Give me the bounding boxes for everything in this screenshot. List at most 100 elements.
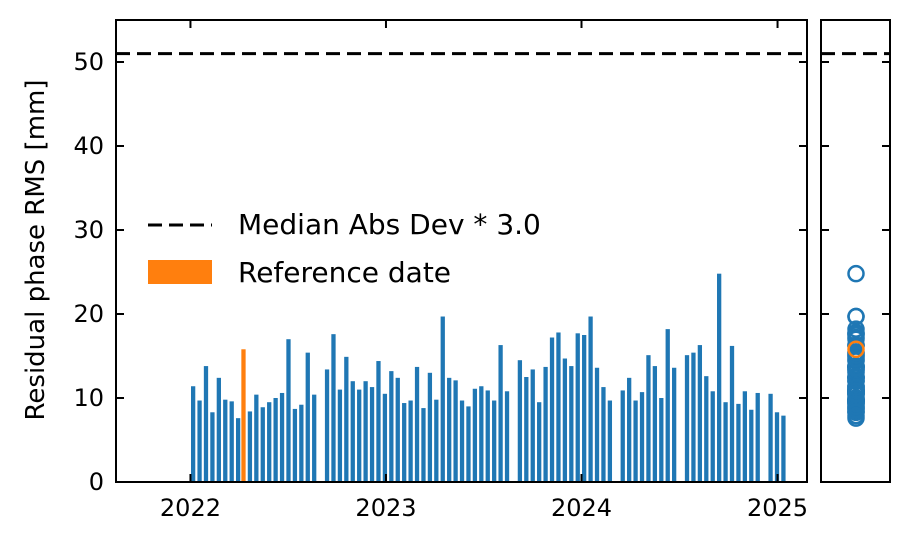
bar	[774, 412, 780, 482]
bar	[247, 411, 253, 482]
bar	[466, 406, 471, 482]
bar	[575, 333, 580, 482]
bar	[427, 372, 433, 482]
distribution-point	[847, 307, 865, 326]
bar	[216, 377, 221, 482]
bar	[286, 339, 291, 482]
bar	[594, 367, 600, 482]
bar	[254, 394, 259, 482]
bar	[749, 409, 754, 482]
bar	[402, 403, 407, 482]
bar	[524, 377, 529, 482]
bar	[337, 389, 343, 482]
bar	[382, 393, 388, 482]
bar	[659, 398, 664, 482]
bar	[357, 389, 362, 482]
distribution-panel	[820, 19, 891, 483]
bar	[363, 381, 368, 482]
main-axes: 0 10 20 30 40 50 2022 2023 2024 2025	[73, 19, 808, 522]
bar	[305, 352, 310, 482]
bar	[768, 393, 773, 482]
bar	[331, 334, 336, 482]
bar	[459, 400, 465, 482]
bar	[588, 316, 593, 482]
bar	[652, 366, 658, 482]
bar	[203, 366, 209, 482]
bar	[639, 392, 645, 482]
bar	[260, 407, 265, 482]
bar	[742, 391, 748, 482]
legend-label-threshold: Median Abs Dev * 3.0	[238, 208, 541, 241]
reference-bar	[241, 349, 246, 482]
bar	[485, 390, 490, 482]
bar	[210, 412, 215, 482]
bar	[517, 360, 523, 482]
bar	[440, 316, 445, 482]
legend-reference-swatch	[148, 260, 212, 284]
bar	[562, 358, 568, 482]
bar	[453, 380, 458, 482]
bar	[492, 400, 497, 482]
bar	[736, 403, 741, 482]
bar	[723, 402, 728, 482]
bar	[729, 345, 735, 482]
bar	[223, 399, 228, 482]
bar	[229, 401, 234, 482]
bar	[350, 381, 355, 482]
distribution-point	[847, 406, 865, 425]
bar	[607, 400, 613, 482]
y-tick-label: 30	[73, 216, 104, 244]
bar	[556, 332, 561, 482]
bar	[620, 390, 625, 482]
x-tick-label: 2022	[160, 494, 221, 522]
bar	[549, 337, 555, 482]
bar	[369, 387, 375, 482]
distribution-frame	[820, 19, 891, 483]
bar	[504, 391, 510, 482]
bar	[646, 355, 651, 482]
bar	[755, 392, 760, 482]
distribution-point	[847, 264, 865, 283]
bar	[691, 352, 696, 482]
bar	[376, 361, 381, 482]
x-tick-label: 2024	[551, 494, 612, 522]
bar	[279, 392, 285, 482]
bar	[292, 408, 298, 482]
y-tick-label: 20	[73, 300, 104, 328]
bar	[697, 345, 703, 482]
bar	[537, 402, 542, 482]
bar	[324, 369, 330, 482]
bar	[235, 418, 241, 482]
bar	[498, 345, 503, 482]
bar	[633, 400, 638, 482]
bar	[717, 273, 722, 482]
y-tick-label: 40	[73, 132, 104, 160]
bar	[479, 386, 484, 482]
distribution-point	[847, 395, 865, 413]
distribution-point	[847, 385, 865, 403]
bar	[434, 399, 439, 482]
bar	[627, 377, 632, 482]
distribution-reference-point	[847, 340, 865, 359]
bar	[389, 371, 394, 482]
bar	[601, 387, 606, 482]
x-tick-label: 2025	[747, 494, 808, 522]
bar	[447, 377, 452, 482]
legend: Median Abs Dev * 3.0 Reference date	[148, 208, 541, 289]
bar-series	[190, 273, 786, 482]
y-tick-label: 50	[73, 48, 104, 76]
bar	[299, 404, 304, 482]
bar	[472, 388, 478, 482]
bar	[408, 400, 413, 482]
legend-label-reference: Reference date	[238, 256, 451, 289]
bar	[421, 408, 426, 482]
bar	[344, 356, 349, 482]
bar	[672, 367, 677, 482]
bar	[190, 386, 196, 482]
bar	[569, 366, 574, 482]
bar	[312, 394, 317, 482]
bar	[582, 335, 587, 482]
y-tick-label: 0	[89, 468, 104, 496]
bar	[197, 400, 202, 482]
plot-frame	[115, 19, 808, 483]
